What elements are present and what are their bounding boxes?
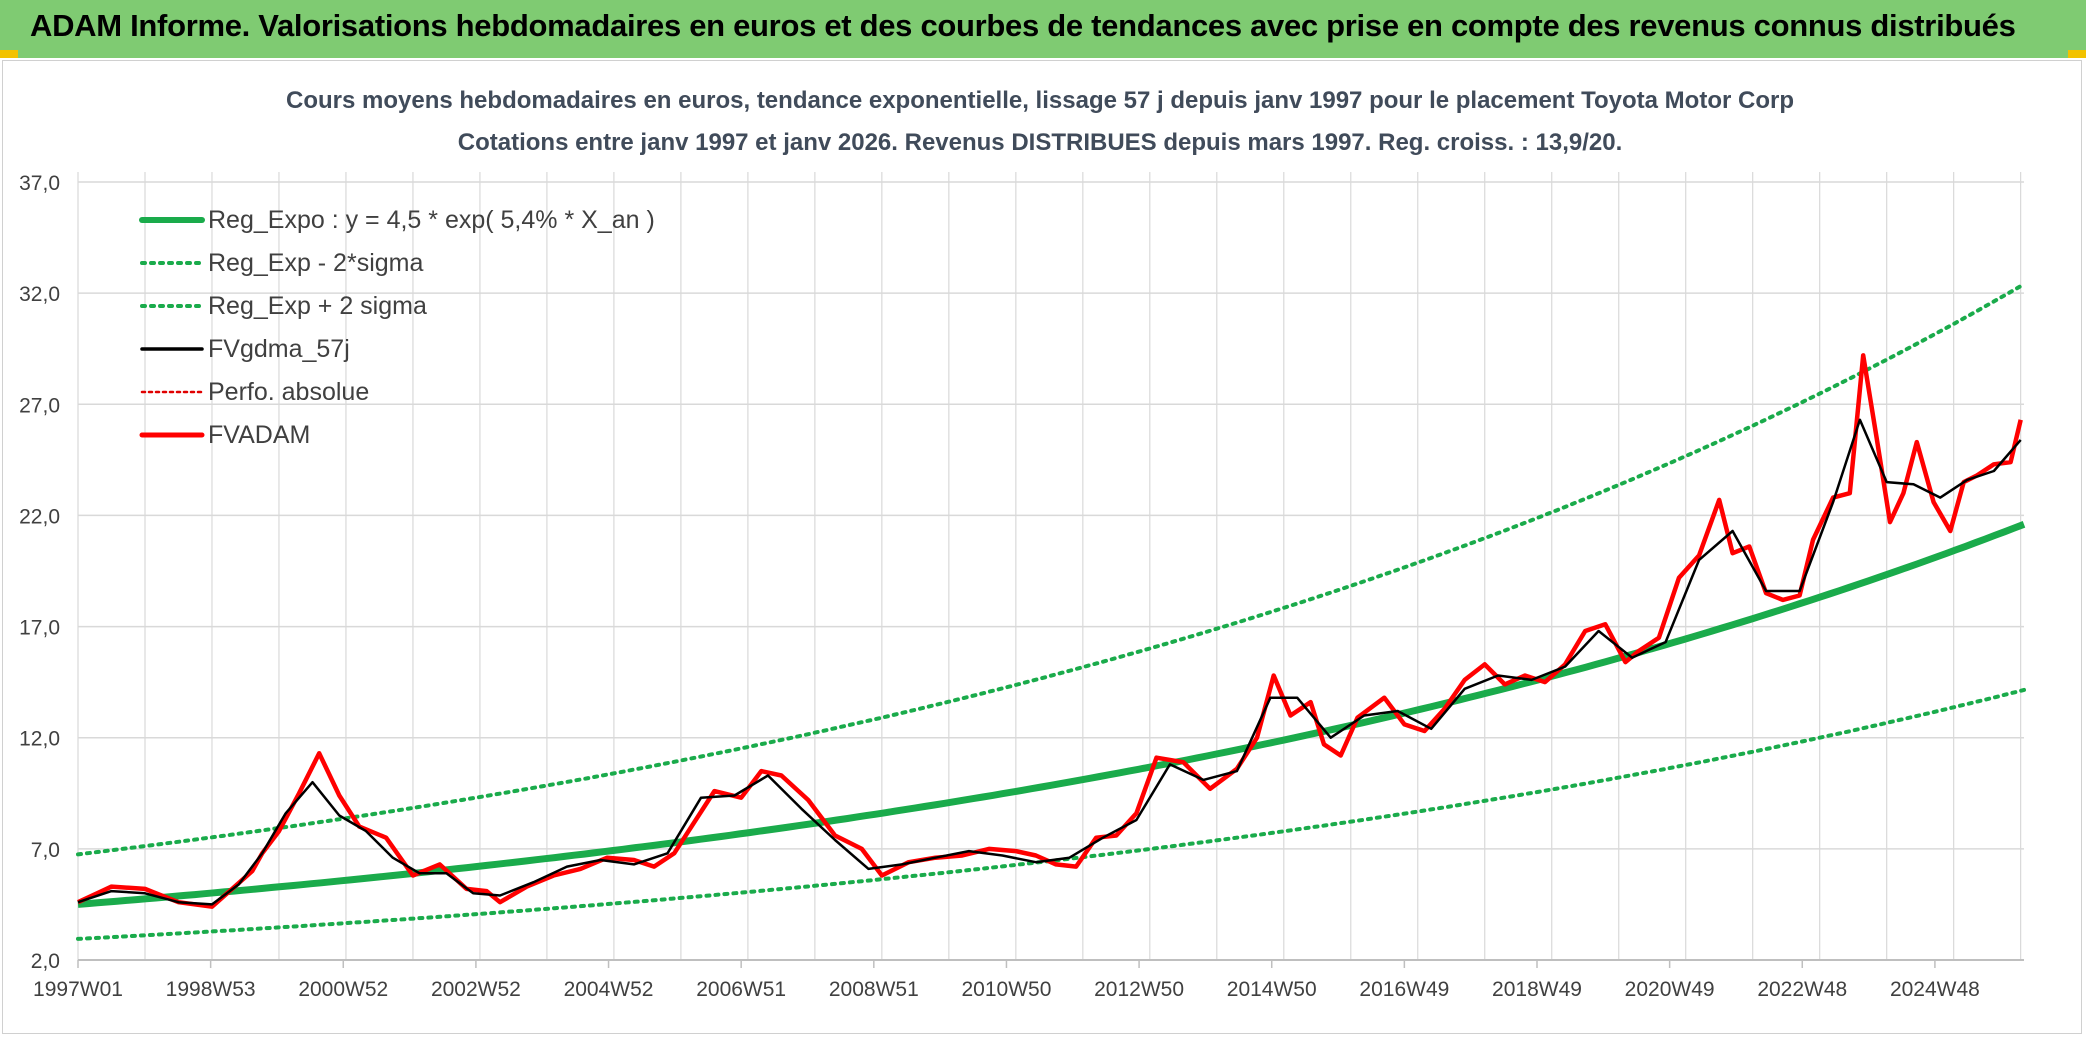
x-tick-label: 2002W52 xyxy=(431,978,521,1001)
y-tick-label: 17,0 xyxy=(19,617,60,640)
chart-frame xyxy=(2,60,2082,1034)
chart-subtitle: Cotations entre janv 1997 et janv 2026. … xyxy=(458,129,1623,156)
chart-title: Cours moyens hebdomadaires en euros, ten… xyxy=(286,87,1794,114)
x-tick-label: 2014W50 xyxy=(1227,978,1317,1001)
chart-grid xyxy=(77,172,2024,961)
x-tick-label: 1997W01 xyxy=(33,978,123,1001)
y-tick-label: 7,0 xyxy=(31,839,60,862)
fvgdma-57j-line xyxy=(77,418,2022,906)
x-axis-ticks: 1997W01 1998W53 2000W52 2002W52 2004W52 2006W… xyxy=(33,960,1980,1001)
reg-expo-line xyxy=(77,521,2026,908)
x-tick-label: 2008W51 xyxy=(829,978,919,1001)
x-tick-label: 2006W51 xyxy=(696,978,786,1001)
header-bar: ADAM Informe. Valorisations hebdomadaire… xyxy=(0,0,2086,58)
header-corner-right xyxy=(2068,50,2086,58)
legend-label: FVgdma_57j xyxy=(208,335,350,363)
x-tick-label: 2020W49 xyxy=(1625,978,1715,1001)
y-tick-label: 2,0 xyxy=(31,950,60,973)
chart-legend: Reg_Expo : y = 4,5 * exp( 5,4% * X_an ) R… xyxy=(139,206,655,449)
chart-series xyxy=(76,282,2026,941)
legend-label: Perfo. absolue xyxy=(208,378,369,406)
reg-exp-plus-2sigma-line xyxy=(76,282,2026,857)
header-title: ADAM Informe. Valorisations hebdomadaire… xyxy=(30,8,2016,43)
x-tick-label: 2016W49 xyxy=(1359,978,1449,1001)
x-tick-label: 2022W48 xyxy=(1757,978,1847,1001)
legend-label: Reg_Expo : y = 4,5 * exp( 5,4% * X_an ) xyxy=(208,206,655,234)
y-tick-label: 32,0 xyxy=(19,283,60,306)
x-tick-label: 2012W50 xyxy=(1094,978,1184,1001)
legend-label: FVADAM xyxy=(208,421,310,449)
legend-label: Reg_Exp + 2 sigma xyxy=(208,292,427,320)
y-tick-label: 37,0 xyxy=(19,172,60,195)
y-tick-label: 22,0 xyxy=(19,505,60,528)
header-corner-left xyxy=(0,50,18,58)
x-tick-label: 2024W48 xyxy=(1890,978,1980,1001)
x-tick-label: 2010W50 xyxy=(961,978,1051,1001)
legend-label: Reg_Exp - 2*sigma xyxy=(208,249,423,277)
x-tick-label: 2004W52 xyxy=(564,978,654,1001)
y-tick-label: 27,0 xyxy=(19,394,60,417)
x-tick-label: 1998W53 xyxy=(166,978,256,1001)
reg-exp-minus-2sigma-line xyxy=(76,687,2026,941)
y-tick-label: 12,0 xyxy=(19,728,60,751)
x-tick-label: 2000W52 xyxy=(298,978,388,1001)
y-axis-ticks: 2,0 7,0 12,0 17,0 22,0 27,0 32,0 37,0 xyxy=(19,172,60,973)
x-tick-label: 2018W49 xyxy=(1492,978,1582,1001)
